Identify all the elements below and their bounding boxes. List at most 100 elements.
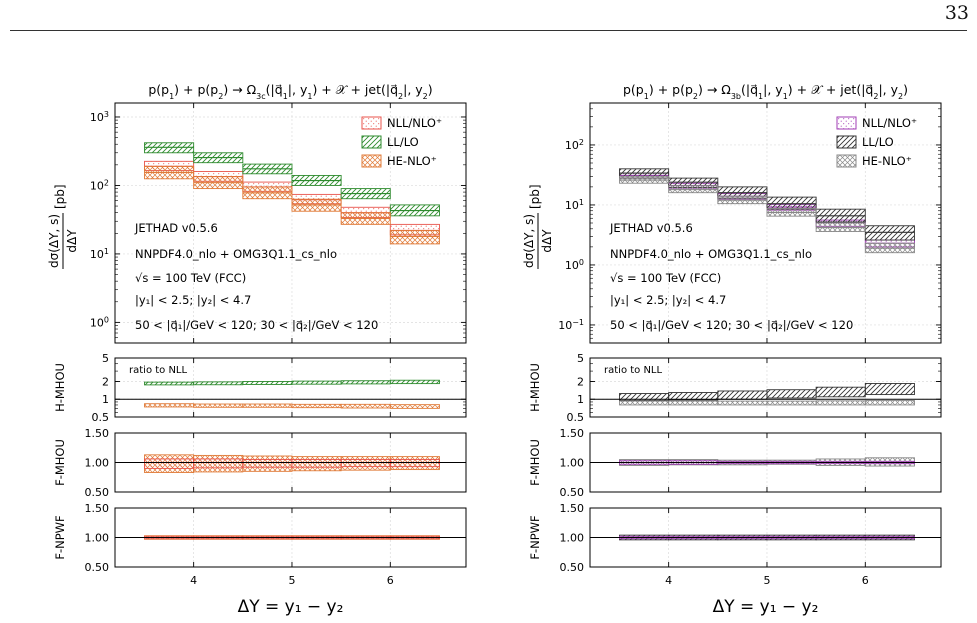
- annotation-line: JETHAD v0.5.6: [609, 221, 693, 235]
- y-axis-label: F-MHOU: [53, 439, 67, 486]
- ratio-panel-h-mhou: 0.5 1 2 5 H-MHOU ratio to NLL: [528, 352, 942, 424]
- y-tick-label: 2: [102, 375, 109, 388]
- annotation-line: |y₁| < 2.5; |y₂| < 4.7: [610, 293, 726, 307]
- chart-panel-right: p(p1) + p(p2) → Ω3b(|q⃗1|, y1) + 𝒳 + jet…: [522, 82, 942, 617]
- y-tick-label: 102: [565, 137, 584, 152]
- legend: NLL/NLO⁺ LL/LO HE-NLO⁺: [361, 116, 442, 168]
- series-nll-nlo-: [144, 458, 440, 469]
- main-panel: 100 101 102 103: [90, 102, 467, 344]
- legend-label: HE-NLO⁺: [387, 154, 437, 168]
- band-bin: [340, 380, 391, 385]
- y-tick-label: 0.50: [560, 561, 585, 574]
- legend-label: LL/LO: [387, 135, 419, 149]
- band-bin: [193, 458, 244, 469]
- ratio-note: ratio to NLL: [129, 365, 188, 376]
- annotation-line: JETHAD v0.5.6: [134, 221, 218, 235]
- legend-swatch: [836, 116, 857, 130]
- band-bin: [193, 381, 244, 386]
- y-tick-label: 100: [90, 315, 109, 330]
- band-bin: [864, 383, 915, 396]
- band-bin: [389, 404, 440, 409]
- band-bin: [815, 386, 866, 398]
- legend-label: HE-NLO⁺: [862, 154, 912, 168]
- x-tick-label: 4: [190, 574, 197, 587]
- y-tick-label: 1.50: [560, 502, 585, 515]
- band-bin: [766, 389, 817, 399]
- band-bin: [717, 390, 768, 400]
- page-number: 33: [944, 2, 969, 24]
- band-bin: [864, 400, 915, 406]
- y-label-numerator: dσ(ΔY, s): [47, 214, 61, 268]
- y-tick-label: 0.50: [85, 561, 110, 574]
- annotation-line: √s = 100 TeV (FCC): [610, 271, 721, 285]
- ratio-panel-f-mhou: 0.50 1.00 1.50 F-MHOU: [528, 427, 942, 499]
- x-axis-label: ΔY = y₁ − y₂: [238, 597, 344, 617]
- y-tick-label: 0.5: [567, 411, 585, 424]
- band-bin: [864, 225, 915, 241]
- x-tick-label: 4: [665, 574, 672, 587]
- ratio-panel-h-mhou: 0.5 1 2 5 H-MHOU ratio to NLL: [53, 352, 467, 424]
- band-bin: [193, 403, 244, 408]
- series-he-nlo-: [144, 165, 440, 245]
- y-axis-label: H-MHOU: [53, 363, 67, 412]
- legend-label: LL/LO: [862, 135, 894, 149]
- annotation-line: 50 < |q⃗₁|/GeV < 120; 30 < |q⃗₂|/GeV < 1…: [135, 318, 378, 332]
- band-bin: [144, 403, 195, 408]
- band-bin: [766, 400, 817, 406]
- band-bin: [242, 381, 293, 385]
- annotation-line: NNPDF4.0_nlo + OMG3Q1.1_cs_nlo: [135, 247, 337, 261]
- x-tick-label: 6: [862, 574, 869, 587]
- y-tick-label: 0.50: [85, 486, 110, 499]
- x-tick-label: 5: [288, 574, 295, 587]
- ratio-panel-f-mhou: 0.50 1.00 1.50 F-MHOU: [53, 427, 467, 499]
- y-tick-label: 1.00: [85, 532, 110, 545]
- annotation-line: 50 < |q⃗₁|/GeV < 120; 30 < |q⃗₂|/GeV < 1…: [610, 318, 853, 332]
- band-bin: [389, 230, 440, 245]
- annotation-line: NNPDF4.0_nlo + OMG3Q1.1_cs_nlo: [610, 247, 812, 261]
- y-axis-label: H-MHOU: [528, 363, 542, 412]
- annotation-line: √s = 100 TeV (FCC): [135, 271, 246, 285]
- band-bin: [815, 400, 866, 406]
- ratio-panel-f-npwf: 0.50 1.00 1.50 F-NPWF: [53, 502, 467, 574]
- band-bin: [717, 400, 768, 406]
- y-tick-label: 1.00: [85, 457, 110, 470]
- chart-title: p(p1) + p(p2) → Ω3c(|q⃗1|, y1) + 𝒳 + jet…: [148, 82, 432, 101]
- y-tick-label: 0.50: [560, 486, 585, 499]
- y-tick-label: 2: [577, 375, 584, 388]
- series-he-nlo-: [619, 175, 915, 254]
- band-bin: [242, 459, 293, 468]
- chart-title: p(p1) + p(p2) → Ω3b(|q⃗1|, y1) + 𝒳 + jet…: [623, 82, 908, 101]
- series-he-nlo-: [144, 403, 440, 409]
- series-ll-lo: [144, 142, 440, 217]
- axes-frame: [114, 357, 467, 418]
- y-label-denominator: dΔY: [65, 229, 79, 253]
- y-tick-label: 5: [102, 352, 109, 365]
- band-bin: [389, 459, 440, 468]
- band-bin: [340, 459, 391, 468]
- y-label-unit: [pb]: [528, 184, 542, 209]
- y-axis-label: dσ(ΔY, s) dΔY [pb]: [522, 184, 554, 269]
- band-bin: [144, 458, 195, 469]
- y-tick-label: 5: [577, 352, 584, 365]
- y-tick-label: 100: [565, 257, 584, 272]
- y-tick-label: 0.5: [92, 411, 110, 424]
- axes-frame: [589, 357, 942, 418]
- y-label-numerator: dσ(ΔY, s): [522, 214, 536, 268]
- series-ll-lo: [144, 379, 440, 386]
- y-tick-label: 1.50: [560, 427, 585, 440]
- band-bin: [619, 400, 670, 406]
- annotations: JETHAD v0.5.6 NNPDF4.0_nlo + OMG3Q1.1_cs_…: [609, 221, 853, 332]
- main-panel: 10−1 100 101 102: [558, 102, 942, 344]
- y-tick-label: 101: [565, 197, 584, 212]
- ratio-note: ratio to NLL: [604, 365, 663, 376]
- axes-frame: [114, 102, 467, 344]
- legend-swatch: [361, 135, 382, 149]
- band-bin: [340, 403, 391, 409]
- grid: [590, 103, 941, 343]
- band-bin: [291, 403, 342, 409]
- chart-panel-left: p(p1) + p(p2) → Ω3c(|q⃗1|, y1) + 𝒳 + jet…: [47, 82, 467, 617]
- y-axis-label: F-NPWF: [528, 515, 542, 559]
- series-ll-lo: [619, 383, 915, 402]
- band-bin: [291, 380, 342, 385]
